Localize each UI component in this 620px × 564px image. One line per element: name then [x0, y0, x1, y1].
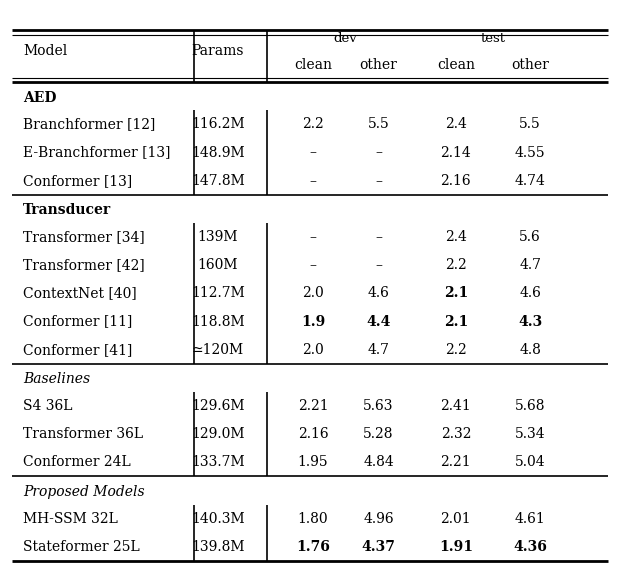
Text: –: –: [309, 146, 316, 160]
Text: 5.63: 5.63: [363, 399, 394, 413]
Text: Transducer: Transducer: [23, 203, 111, 217]
Text: –: –: [309, 230, 316, 244]
Text: –: –: [375, 230, 382, 244]
Text: Model: Model: [23, 44, 68, 58]
Text: 4.96: 4.96: [363, 512, 394, 526]
Text: 2.4: 2.4: [445, 230, 467, 244]
Text: S4 36L: S4 36L: [23, 399, 73, 413]
Text: 4.4: 4.4: [366, 315, 391, 328]
Text: 5.28: 5.28: [363, 427, 394, 441]
Text: 4.61: 4.61: [515, 512, 546, 526]
Text: 129.6M: 129.6M: [191, 399, 244, 413]
Text: Conformer 24L: Conformer 24L: [23, 455, 131, 469]
Text: other: other: [512, 59, 549, 72]
Text: 139.8M: 139.8M: [191, 540, 244, 554]
Text: clean: clean: [437, 59, 475, 72]
Text: 5.5: 5.5: [520, 117, 541, 131]
Text: –: –: [375, 146, 382, 160]
Text: Branchformer [12]: Branchformer [12]: [23, 117, 156, 131]
Text: 1.80: 1.80: [298, 512, 328, 526]
Text: –: –: [309, 174, 316, 188]
Text: 5.6: 5.6: [520, 230, 541, 244]
Text: Conformer [11]: Conformer [11]: [23, 315, 133, 328]
Text: 2.4: 2.4: [445, 117, 467, 131]
Text: 5.04: 5.04: [515, 455, 546, 469]
Text: –: –: [309, 258, 316, 272]
Text: Conformer [41]: Conformer [41]: [23, 343, 133, 356]
Text: 2.21: 2.21: [441, 455, 471, 469]
Text: 5.68: 5.68: [515, 399, 546, 413]
Text: 2.0: 2.0: [302, 287, 324, 301]
Text: Transformer [34]: Transformer [34]: [23, 230, 145, 244]
Text: Proposed Models: Proposed Models: [23, 485, 144, 499]
Text: –: –: [375, 258, 382, 272]
Text: 116.2M: 116.2M: [191, 117, 244, 131]
Text: other: other: [360, 59, 397, 72]
Text: Transformer [42]: Transformer [42]: [23, 258, 145, 272]
Text: 2.16: 2.16: [298, 427, 328, 441]
Text: 2.01: 2.01: [441, 512, 471, 526]
Text: 139M: 139M: [198, 230, 238, 244]
Text: AED: AED: [23, 91, 56, 105]
Text: ContextNet [40]: ContextNet [40]: [23, 287, 137, 301]
Text: Baselines: Baselines: [23, 372, 91, 386]
Text: test: test: [480, 32, 505, 45]
Text: Stateformer 25L: Stateformer 25L: [23, 540, 140, 554]
Text: 4.7: 4.7: [368, 343, 389, 356]
Text: 4.55: 4.55: [515, 146, 546, 160]
Text: 112.7M: 112.7M: [191, 287, 245, 301]
Text: ≃120M: ≃120M: [192, 343, 244, 356]
Text: 2.1: 2.1: [444, 315, 468, 328]
Text: 140.3M: 140.3M: [191, 512, 244, 526]
Text: –: –: [375, 174, 382, 188]
Text: 129.0M: 129.0M: [191, 427, 244, 441]
Text: 2.14: 2.14: [440, 146, 471, 160]
Text: Params: Params: [192, 44, 244, 58]
Text: 4.3: 4.3: [518, 315, 542, 328]
Text: 4.36: 4.36: [513, 540, 547, 554]
Text: Transformer 36L: Transformer 36L: [23, 427, 143, 441]
Text: 4.84: 4.84: [363, 455, 394, 469]
Text: 147.8M: 147.8M: [191, 174, 245, 188]
Text: E-Branchformer [13]: E-Branchformer [13]: [23, 146, 170, 160]
Text: Conformer [13]: Conformer [13]: [23, 174, 132, 188]
Text: 2.21: 2.21: [298, 399, 328, 413]
Text: 2.41: 2.41: [440, 399, 471, 413]
Text: 148.9M: 148.9M: [191, 146, 244, 160]
Text: dev: dev: [334, 32, 358, 45]
Text: 5.34: 5.34: [515, 427, 546, 441]
Text: 1.91: 1.91: [439, 540, 473, 554]
Text: 4.74: 4.74: [515, 174, 546, 188]
Text: 160M: 160M: [198, 258, 238, 272]
Text: 118.8M: 118.8M: [191, 315, 244, 328]
Text: 2.16: 2.16: [441, 174, 471, 188]
Text: 4.6: 4.6: [368, 287, 389, 301]
Text: 4.6: 4.6: [520, 287, 541, 301]
Text: 2.2: 2.2: [445, 258, 467, 272]
Text: 2.2: 2.2: [302, 117, 324, 131]
Text: 2.2: 2.2: [445, 343, 467, 356]
Text: 133.7M: 133.7M: [191, 455, 244, 469]
Text: 1.95: 1.95: [298, 455, 328, 469]
Text: 2.32: 2.32: [441, 427, 471, 441]
Text: 4.8: 4.8: [520, 343, 541, 356]
Text: 5.5: 5.5: [368, 117, 389, 131]
Text: 4.37: 4.37: [361, 540, 396, 554]
Text: clean: clean: [294, 59, 332, 72]
Text: 1.9: 1.9: [301, 315, 325, 328]
Text: 4.7: 4.7: [519, 258, 541, 272]
Text: 2.0: 2.0: [302, 343, 324, 356]
Text: 1.76: 1.76: [296, 540, 330, 554]
Text: MH-SSM 32L: MH-SSM 32L: [23, 512, 118, 526]
Text: 2.1: 2.1: [444, 287, 468, 301]
